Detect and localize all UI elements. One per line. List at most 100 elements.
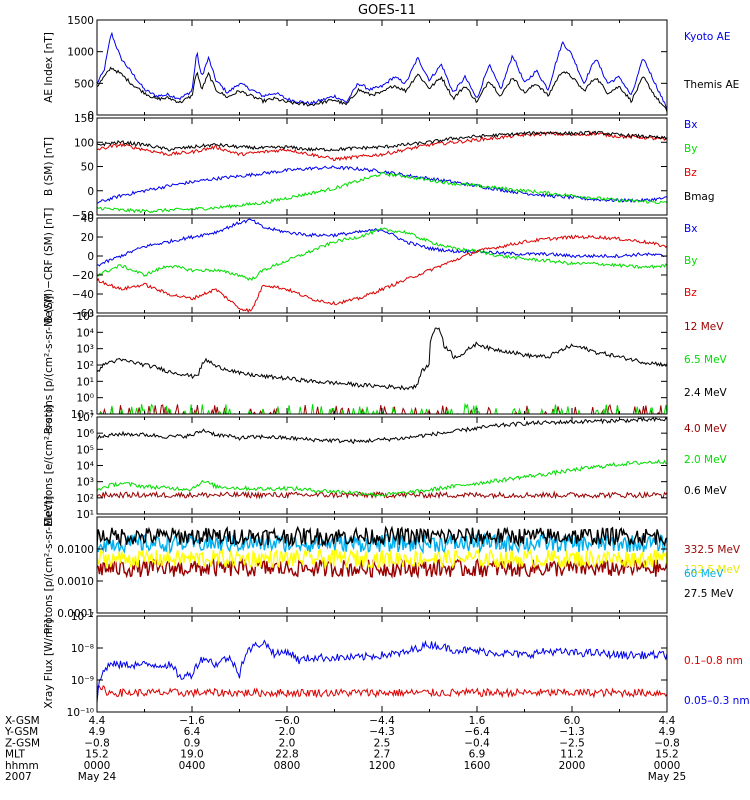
ytick-label-bdiff-1: −40 [72,289,94,301]
legend-ae-kyoto-ae: Kyoto AE [684,31,730,43]
ytick-label-protons-4: 10³ [76,344,94,356]
legend-bdiff-by: By [684,255,697,267]
series-hiprotons-27-5-mev [97,525,667,548]
ephem-mlt-1: 19.0 [180,749,203,761]
ytick-label-b-0: −50 [72,210,94,222]
panel-bdiff-data [97,218,667,313]
ytick-label-bdiff-3: 0 [87,251,94,263]
ylabel-ae: AE Index [nT] [43,32,55,103]
series-xray-0-05-0-3-nm [97,639,667,704]
legend-ae-themis-ae: Themis AE [683,79,739,91]
ytick-label-electrons-1: 10² [76,493,94,505]
ytick-label-xray-3: 10⁻⁷ [71,611,94,623]
ephem-z-gsm-6: −0.8 [654,737,680,749]
panel-ae-frame [96,19,668,116]
ytick-label-b-3: 100 [74,137,94,149]
ytick-label-ae-3: 1500 [67,15,94,27]
ylabel-bdiff: B (SM)−CRF (SM) [nT] [43,208,55,324]
series-xray-0-1-0-8-nm [97,685,667,699]
ephem-x-gsm-5: 6.0 [564,715,581,727]
ytick-label-hiprotons-2: 0.0100 [57,544,94,556]
panel-bdiff-frame [96,217,668,314]
series-b-bmag [97,130,667,152]
ephem-label-x-gsm: X-GSM [5,715,40,727]
ytick-label-electrons-0: 10¹ [76,509,94,521]
series-b-by [97,171,667,214]
panel-protons-data [97,327,667,414]
legend-electrons-2-0-mev: 2.0 MeV [684,454,728,466]
ytick-label-protons-2: 10¹ [76,376,94,388]
legend-b-bx: Bx [684,119,697,131]
ytick-label-hiprotons-1: 0.0010 [57,576,94,588]
ytick-label-bdiff-4: 20 [81,232,94,244]
panel-electrons-frame [96,416,668,515]
ephem-mlt-3: 2.7 [374,749,391,761]
ephem-x-gsm-2: −6.0 [274,715,300,727]
ephem-z-gsm-1: 0.9 [184,737,201,749]
series-electrons-4-0-mev [97,490,667,500]
panel-protons: 10⁻¹ 10⁰ 10¹ 10² 10³ 10⁴ 10⁵ Protons [p/(cm²-s-… [43,296,728,434]
series-ae-kyoto-ae [97,31,667,110]
ephem-label-mlt: MLT [5,749,25,761]
panel-electrons-data [97,417,667,500]
legend-b-bz: Bz [684,167,697,179]
legend-protons-6-5-mev: 6.5 MeV [684,354,728,366]
panel-xray-frame [96,615,668,713]
ephem-label-hhmm: hhmm [5,760,39,772]
legend-hiprotons-332-5-mev: 332.5 MeV [684,544,741,556]
legend-protons-2-4-mev: 2.4 MeV [684,387,728,399]
ephem-hhmm-2: 0800 [274,760,301,772]
ytick-label-protons-0: 10⁻¹ [71,409,94,421]
ephem-mlt-4: 6.9 [469,749,486,761]
ephem-y-gsm-4: −6.4 [464,726,490,738]
legend-hiprotons-60-mev: 60 MeV [684,568,724,580]
ephem-hhmm-6: 0000 [654,760,681,772]
ephem-hhmm-0: 0000 [84,760,111,772]
series-protons-2-4-mev [97,327,667,391]
ytick-label-bdiff-0: −60 [72,308,94,320]
panel-ae: 0 500 1000 1500 AE Index [nT] Kyoto AE Themis … [43,15,739,122]
ephem-mlt-6: 15.2 [655,749,678,761]
ephem-2007-0: May 24 [78,771,117,783]
panel-xray-data [97,639,667,704]
legend-xray-0-1-0-8-nm: 0.1–0.8 nm [684,655,743,667]
panel-hiprotons-data [97,525,667,580]
ephem-y-gsm-6: 4.9 [659,726,676,738]
legend-hiprotons-122-5-mev: 122.5 MeV [684,564,741,576]
plot-title: GOES-11 [358,3,416,18]
series-electrons-2-0-mev [97,459,667,497]
panel-protons-frame [96,315,668,415]
legend-electrons-4-0-mev: 4.0 MeV [684,423,728,435]
ytick-label-bdiff-2: −20 [72,270,94,282]
ylabel-xray: Xray Flux [W/m²] [43,619,55,708]
ephem-mlt-0: 15.2 [85,749,108,761]
ephemeris-table: X-GSM 4.4 −1.6 −6.0 −4.4 1.6 6.0 4.4 Y-GSM 4.9 6.4… [4,715,686,783]
ephem-mlt-2: 22.8 [275,749,298,761]
ephem-z-gsm-5: −2.5 [559,737,585,749]
series-hiprotons-122-5-mev [97,547,667,570]
ytick-label-b-2: 50 [81,162,94,174]
ytick-label-ae-2: 1000 [67,47,94,59]
ytick-label-b-4: 150 [74,113,94,125]
legend-xray-0-05-0-3-nm: 0.05–0.3 nm [684,695,750,707]
series-bdiff-bz [97,234,667,313]
ephem-x-gsm-0: 4.4 [89,715,106,727]
ytick-label-xray-1: 10⁻⁹ [71,675,94,687]
ephem-y-gsm-3: −4.3 [369,726,395,738]
ephem-z-gsm-0: −0.8 [84,737,110,749]
ephem-y-gsm-1: 6.4 [184,726,201,738]
legend-hiprotons-27-5-mev: 27.5 MeV [684,588,734,600]
panel-b-data [97,130,667,214]
series-bdiff-by [97,227,667,282]
ytick-label-electrons-2: 10³ [76,477,94,489]
legend-b-by: By [684,143,697,155]
series-bdiff-bx [97,218,667,267]
ytick-label-electrons-6: 10⁷ [76,412,94,424]
ephem-x-gsm-4: 1.6 [469,715,486,727]
ephem-2007-6: May 25 [648,771,686,783]
ytick-label-xray-2: 10⁻⁸ [71,643,94,655]
ytick-label-hiprotons-0: 0.0001 [57,608,94,620]
